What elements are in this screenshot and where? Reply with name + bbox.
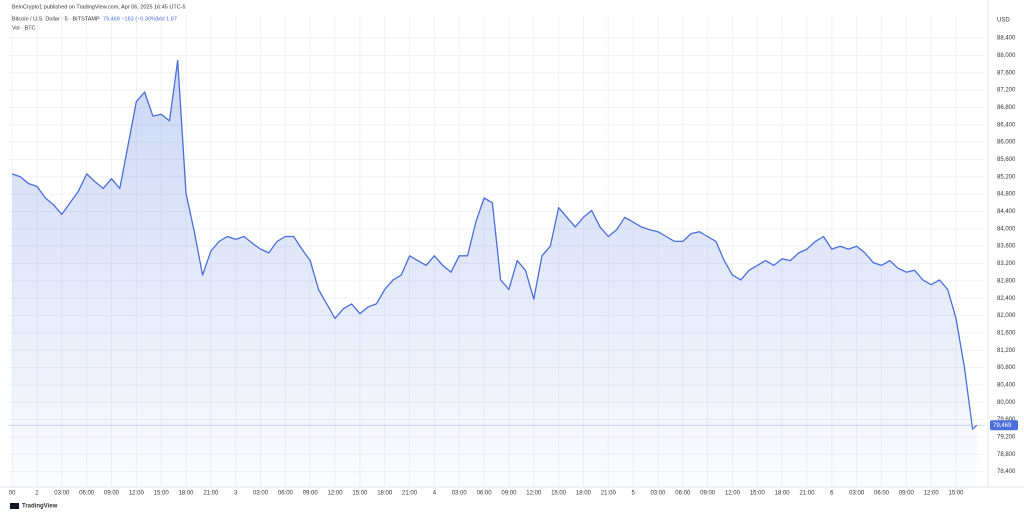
x-tick-label: 18:00 xyxy=(377,491,393,497)
x-tick-label: 21:00 xyxy=(402,491,418,497)
y-tick-label: 88,400 xyxy=(997,36,1016,42)
x-tick-label: 09:00 xyxy=(700,491,716,497)
y-tick-label: 83,600 xyxy=(997,244,1016,250)
x-tick-label: 18:00 xyxy=(775,491,791,497)
y-tick-label: 80,800 xyxy=(997,365,1016,371)
y-tick-label: 86,000 xyxy=(997,140,1016,146)
last-price-label: 79,469 xyxy=(993,423,1012,429)
x-tick-label: 4 xyxy=(433,491,437,497)
x-tick-label: 06:00 xyxy=(79,491,95,497)
y-tick-label: 85,200 xyxy=(997,174,1016,180)
y-tick-label: 87,200 xyxy=(997,88,1016,94)
x-tick-label: 15:00 xyxy=(154,491,170,497)
x-tick-label: 21:00 xyxy=(799,491,815,497)
y-tick-label: 84,000 xyxy=(997,226,1016,232)
x-tick-label: 15:00 xyxy=(551,491,567,497)
x-tick-label: 06:00 xyxy=(477,491,493,497)
y-tick-label: 82,800 xyxy=(997,278,1016,284)
x-tick-label: 00 xyxy=(9,491,16,497)
y-tick-label: 84,800 xyxy=(997,192,1016,198)
y-axis-label: USD xyxy=(997,18,1010,24)
x-tick-label: 03:00 xyxy=(849,491,865,497)
y-tick-label: 83,200 xyxy=(997,261,1016,267)
x-tick-label: 6 xyxy=(830,491,834,497)
x-tick-label: 06:00 xyxy=(874,491,890,497)
x-tick-label: 06:00 xyxy=(278,491,294,497)
y-tick-label: 86,800 xyxy=(997,105,1016,111)
x-tick-label: 09:00 xyxy=(899,491,915,497)
y-tick-label: 86,400 xyxy=(997,122,1016,128)
x-tick-label: 21:00 xyxy=(203,491,219,497)
plot xyxy=(8,59,985,488)
x-tick-label: 3 xyxy=(234,491,238,497)
y-tick-label: 85,600 xyxy=(997,157,1016,163)
logo-icon xyxy=(10,503,19,509)
last-price-box xyxy=(990,420,1018,431)
x-tick-label: 18:00 xyxy=(179,491,195,497)
x-tick-label: 15:00 xyxy=(949,491,965,497)
y-tick-label: 88,000 xyxy=(997,53,1016,59)
volume-legend: Vol · BTC xyxy=(12,25,36,31)
y-tick-label: 79,600 xyxy=(997,417,1016,423)
y-tick-label: 81,200 xyxy=(997,348,1016,354)
y-tick-label: 82,400 xyxy=(997,296,1016,302)
y-tick-label: 82,000 xyxy=(997,313,1016,319)
chart-title: Bitcoin / U.S. Dollar · 5 · BITSTAMP xyxy=(12,16,100,22)
x-tick-label: 18:00 xyxy=(576,491,592,497)
logo: TradingView xyxy=(22,504,58,510)
attribution: BeinCrypto1 published on TradingView.com… xyxy=(12,4,186,10)
x-tick-label: 15:00 xyxy=(750,491,766,497)
x-tick-label: 03:00 xyxy=(650,491,666,497)
price-line xyxy=(11,59,978,430)
x-tick-label: 2 xyxy=(35,491,39,497)
y-tick-label: 87,600 xyxy=(997,70,1016,76)
x-tick-label: 12:00 xyxy=(526,491,542,497)
volume-info: Vol 1.87 xyxy=(157,16,177,22)
x-tick-label: 12:00 xyxy=(725,491,741,497)
x-tick-label: 03:00 xyxy=(54,491,70,497)
x-tick-label: 12:00 xyxy=(328,491,344,497)
price-info: 79,469 −163 (−0.30%) xyxy=(103,16,158,22)
x-tick-label: 5 xyxy=(631,491,635,497)
y-tick-label: 84,400 xyxy=(997,209,1016,215)
x-tick-label: 09:00 xyxy=(104,491,120,497)
y-tick-label: 78,400 xyxy=(997,469,1016,475)
x-tick-label: 06:00 xyxy=(675,491,691,497)
x-tick-label: 09:00 xyxy=(303,491,319,497)
x-tick-label: 09:00 xyxy=(501,491,517,497)
x-tick-label: 15:00 xyxy=(352,491,368,497)
x-tick-label: 03:00 xyxy=(452,491,468,497)
x-tick-label: 21:00 xyxy=(601,491,617,497)
x-tick-label: 03:00 xyxy=(253,491,269,497)
y-tick-label: 80,400 xyxy=(997,382,1016,388)
y-tick-label: 78,800 xyxy=(997,452,1016,458)
y-tick-label: 80,000 xyxy=(997,400,1016,406)
y-tick-label: 79,200 xyxy=(997,434,1016,440)
x-tick-label: 12:00 xyxy=(129,491,145,497)
x-tick-label: 12:00 xyxy=(924,491,940,497)
y-tick-label: 81,600 xyxy=(997,330,1016,336)
area-fill xyxy=(12,60,977,488)
